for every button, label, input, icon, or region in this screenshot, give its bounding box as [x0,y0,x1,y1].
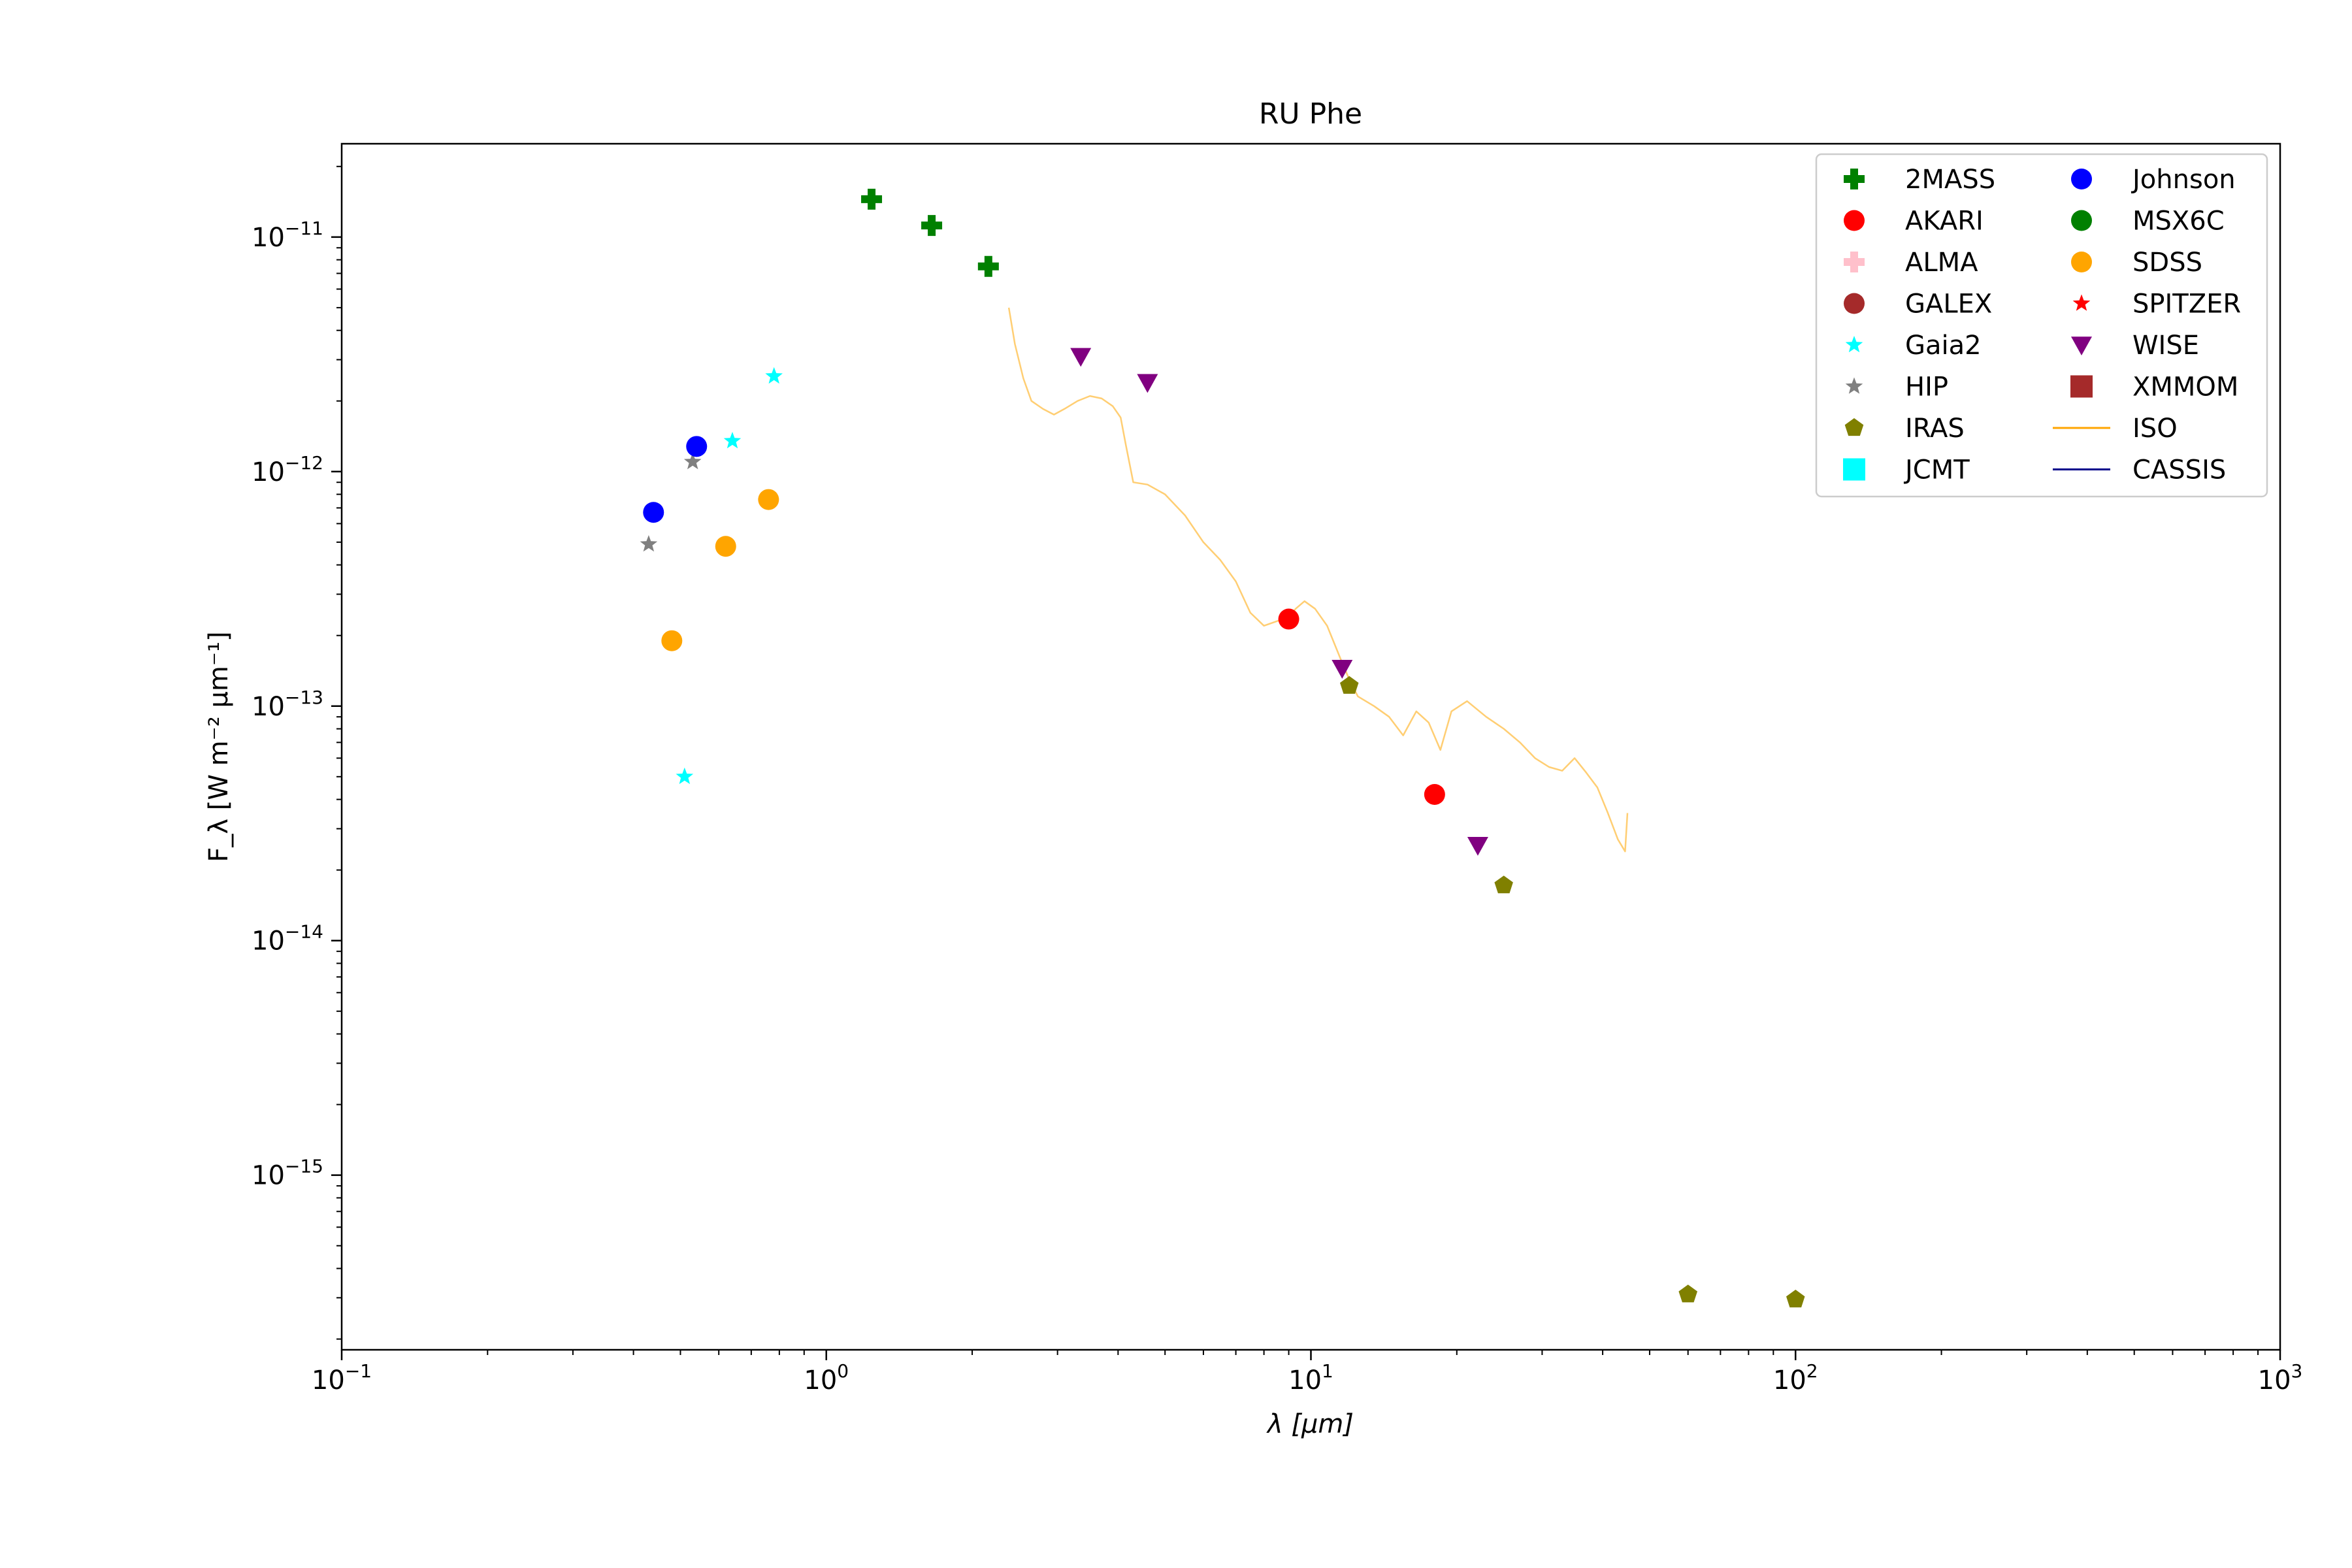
legend-marker-johnson [2071,169,2092,189]
point-wise-4 [1467,836,1488,856]
legend-marker-2mass [1844,169,1865,189]
legend-label-alma: ALMA [1905,248,1978,278]
legend-label-iso: ISO [2132,414,2178,444]
x-tick-label: 10−1 [312,1360,372,1396]
x-axis: 10−1 100 101 102 103 [312,1350,2302,1396]
legend-marker-sdss [2071,252,2092,272]
legend-label-sdss: SDSS [2132,248,2202,278]
point-sdss-3 [758,489,779,510]
legend-label-2mass: 2MASS [1905,165,1995,195]
point-gaia2-1 [676,767,694,785]
legend-marker-msx6c [2071,210,2092,231]
point-iras-4 [1786,1290,1805,1308]
legend: 2MASS AKARI ALMA GALEX Gaia2 HIP IRAS JCMT Johns… [1815,153,2268,498]
point-akari-1 [1278,608,1299,630]
point-sdss-2 [715,536,736,557]
legend-label-johnson: Johnson [2131,165,2236,195]
legend-label-cassis: CASSIS [2132,455,2226,485]
x-tick-label: 100 [804,1360,849,1396]
y-tick-label: 10−11 [252,218,323,253]
legend-marker-jcmt [1843,458,1865,481]
legend-label-iras: IRAS [1905,414,1965,444]
x-tick-label: 101 [1288,1360,1333,1396]
point-iras-1 [1340,676,1359,694]
point-johnson-2 [686,436,708,457]
point-akari-2 [1424,783,1445,805]
point-2mass-3 [977,255,999,277]
point-gaia2-3 [765,367,783,384]
point-gaia2-2 [723,432,742,449]
legend-label-wise: WISE [2132,331,2199,361]
y-axis: 10−15 10−14 10−13 10−12 10−11 [252,165,342,1340]
legend-marker-wise [2071,336,2092,355]
legend-label-galex: GALEX [1905,289,1992,319]
data-markers-layer [640,188,1805,1308]
legend-label-hip: HIP [1905,372,1948,402]
legend-label-gaia2: Gaia2 [1905,331,1982,361]
legend-marker-spitzer [2072,294,2091,311]
legend-marker-alma [1844,252,1865,272]
legend-label-xmmom: XMMOM [2132,372,2238,402]
legend-label-msx6c: MSX6C [2132,206,2225,237]
y-tick-label: 10−15 [252,1156,323,1191]
x-tick-label: 102 [1773,1360,1818,1396]
point-wise-2 [1137,374,1158,393]
legend-label-jcmt: JCMT [1903,455,1970,485]
legend-marker-akari [1844,210,1865,231]
legend-marker-hip [1845,377,1863,394]
point-2mass-2 [921,215,943,237]
point-iras-3 [1678,1284,1697,1303]
point-iras-2 [1494,875,1513,894]
x-axis-label: λ [μm] [1266,1409,1354,1439]
point-2mass-1 [861,188,883,210]
point-sdss-1 [661,630,683,651]
point-wise-1 [1070,348,1092,367]
x-tick-label: 103 [2258,1360,2303,1396]
chart-title: RU Phe [1259,97,1362,131]
point-hip-1 [640,535,658,552]
point-wise-3 [1331,660,1353,679]
point-johnson-1 [643,502,664,523]
legend-label-akari: AKARI [1905,206,1984,237]
legend-marker-galex [1844,293,1865,314]
y-axis-label: F_λ [W m⁻² μm⁻¹] [204,631,234,862]
y-tick-label: 10−14 [252,921,323,956]
legend-box [1815,153,2268,498]
legend-marker-xmmom [2070,375,2093,398]
legend-marker-iras [1844,418,1864,436]
legend-marker-gaia2 [1845,336,1863,353]
series-line-iso [1007,307,1629,853]
iso-spectrum-layer [1007,307,1629,853]
y-tick-label: 10−12 [252,452,323,487]
point-hip-2 [683,452,702,470]
legend-label-spitzer: SPITZER [2132,289,2241,319]
y-tick-label: 10−13 [252,687,323,722]
